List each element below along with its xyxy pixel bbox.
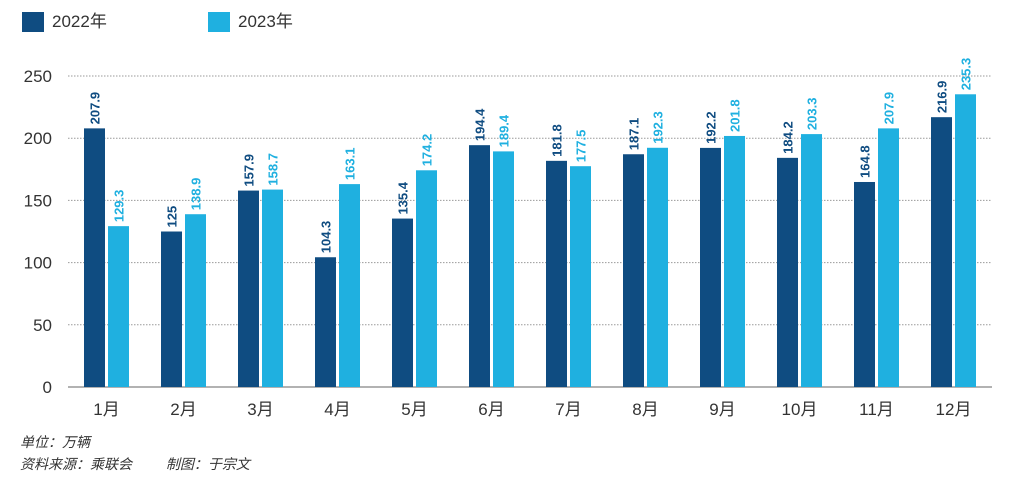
data-label-2023: 177.5 [574,130,589,163]
data-label-2022: 125 [165,206,180,228]
y-tick-label: 150 [24,191,52,210]
data-label-2023: 192.3 [651,111,666,144]
x-tick-label: 6月 [478,400,504,419]
bar-2022 [161,231,182,387]
bar-2023 [724,135,745,387]
x-tick-label: 12月 [936,400,972,419]
data-label-2022: 157.9 [242,154,257,187]
bar-2023 [339,184,360,387]
bar-2022 [315,257,336,387]
x-tick-label: 11月 [859,400,894,419]
bar-2023 [108,226,129,387]
data-label-2023: 174.2 [420,134,435,167]
legend-swatch-2022 [22,12,44,32]
unit-label: 单位：万辆 [20,434,90,450]
data-label-2022: 135.4 [396,181,411,214]
bar-2023 [185,214,206,387]
y-tick-label: 0 [43,378,52,397]
bar-2023 [955,94,976,387]
legend-label-2022: 2022年 [52,12,107,31]
bar-2022 [546,160,567,387]
bar-2023 [647,147,668,387]
legend-swatch-2023 [208,12,230,32]
data-label-2022: 216.9 [935,81,950,114]
bar-2023 [416,170,437,387]
x-tick-label: 10月 [782,400,818,419]
plot-area: 0 50 100 150 200 250 1月 207.9 129.3 2月 125 138.9 3月 1… [24,58,992,419]
data-label-2023: 129.3 [112,190,127,223]
data-label-2023: 201.8 [728,99,743,132]
data-label-2023: 235.3 [959,58,974,91]
bar-2023 [570,166,591,387]
source-label: 资料来源：乘联会 [20,456,132,472]
x-tick-label: 4月 [324,400,350,419]
data-label-2023: 163.1 [343,148,358,181]
y-tick-label: 100 [24,254,52,273]
data-label-2023: 203.3 [805,98,820,131]
unit-note: 单位：万辆 [20,432,120,452]
x-tick-label: 5月 [401,400,427,419]
bar-2023 [262,189,283,387]
data-label-2023: 189.4 [497,114,512,147]
bar-2022 [469,145,490,387]
bar-2022 [392,218,413,387]
data-label-2022: 104.3 [319,221,334,254]
bar-2023 [493,151,514,387]
y-tick-label: 50 [33,316,52,335]
bar-2022 [84,128,105,387]
data-label-2022: 187.1 [627,118,642,151]
y-tick-label: 200 [24,129,52,148]
bar-2022 [854,181,875,387]
x-tick-label: 3月 [247,400,273,419]
x-tick-label: 1月 [93,400,119,419]
data-label-2023: 207.9 [882,92,897,125]
data-label-2022: 194.4 [473,108,488,141]
source-note: 资料来源：乘联会 制图：于宗文 [20,454,280,474]
x-tick-label: 2月 [170,400,196,419]
data-label-2023: 158.7 [266,153,281,186]
bar-2023 [878,128,899,387]
data-label-2022: 184.2 [781,121,796,154]
x-tick-label: 9月 [709,400,735,419]
bar-2022 [623,154,644,387]
bar-2022 [700,147,721,387]
data-label-2023: 138.9 [189,178,204,211]
bar-2022 [931,117,952,388]
legend-label-2023: 2023年 [238,12,293,31]
bar-2023 [801,134,822,387]
data-label-2022: 164.8 [858,145,873,178]
bar-2022 [777,157,798,387]
data-label-2022: 207.9 [88,92,103,125]
data-label-2022: 192.2 [704,111,719,144]
x-tick-label: 8月 [632,400,658,419]
data-label-2022: 181.8 [550,124,565,157]
y-tick-label: 250 [24,67,52,86]
x-tick-label: 7月 [555,400,581,419]
author-label: 制图：于宗文 [165,456,250,472]
bar-2022 [238,190,259,387]
